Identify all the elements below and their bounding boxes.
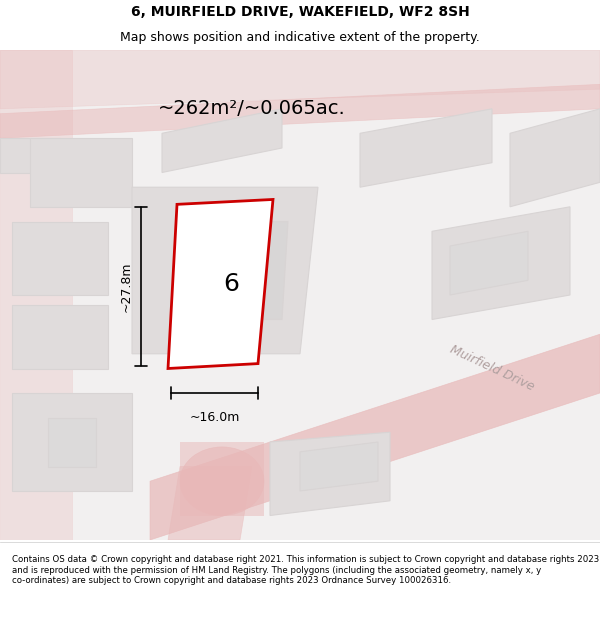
Polygon shape: [150, 334, 600, 540]
Text: Map shows position and indicative extent of the property.: Map shows position and indicative extent…: [120, 31, 480, 44]
Polygon shape: [12, 221, 108, 295]
Text: ~27.8m: ~27.8m: [119, 261, 133, 312]
Polygon shape: [0, 50, 600, 109]
Polygon shape: [168, 466, 252, 540]
Text: Muirfield Drive: Muirfield Drive: [448, 343, 536, 394]
Text: Contains OS data © Crown copyright and database right 2021. This information is : Contains OS data © Crown copyright and d…: [12, 555, 599, 585]
Polygon shape: [270, 432, 390, 516]
Polygon shape: [180, 221, 288, 319]
Polygon shape: [432, 207, 570, 319]
Text: ~262m²/~0.065ac.: ~262m²/~0.065ac.: [158, 99, 346, 118]
Polygon shape: [360, 109, 492, 188]
Polygon shape: [510, 109, 600, 207]
Polygon shape: [12, 393, 132, 491]
Polygon shape: [300, 442, 378, 491]
Text: ~16.0m: ~16.0m: [190, 411, 239, 424]
Polygon shape: [168, 199, 273, 369]
Polygon shape: [0, 84, 600, 138]
Polygon shape: [48, 418, 96, 466]
Text: 6, MUIRFIELD DRIVE, WAKEFIELD, WF2 8SH: 6, MUIRFIELD DRIVE, WAKEFIELD, WF2 8SH: [131, 6, 469, 19]
Polygon shape: [30, 138, 132, 207]
Polygon shape: [12, 305, 108, 369]
Polygon shape: [0, 50, 72, 540]
Polygon shape: [0, 138, 60, 172]
Text: 6: 6: [223, 272, 239, 296]
Polygon shape: [132, 188, 318, 354]
Polygon shape: [180, 442, 264, 516]
Polygon shape: [162, 109, 282, 172]
Polygon shape: [450, 231, 528, 295]
Circle shape: [180, 447, 264, 516]
